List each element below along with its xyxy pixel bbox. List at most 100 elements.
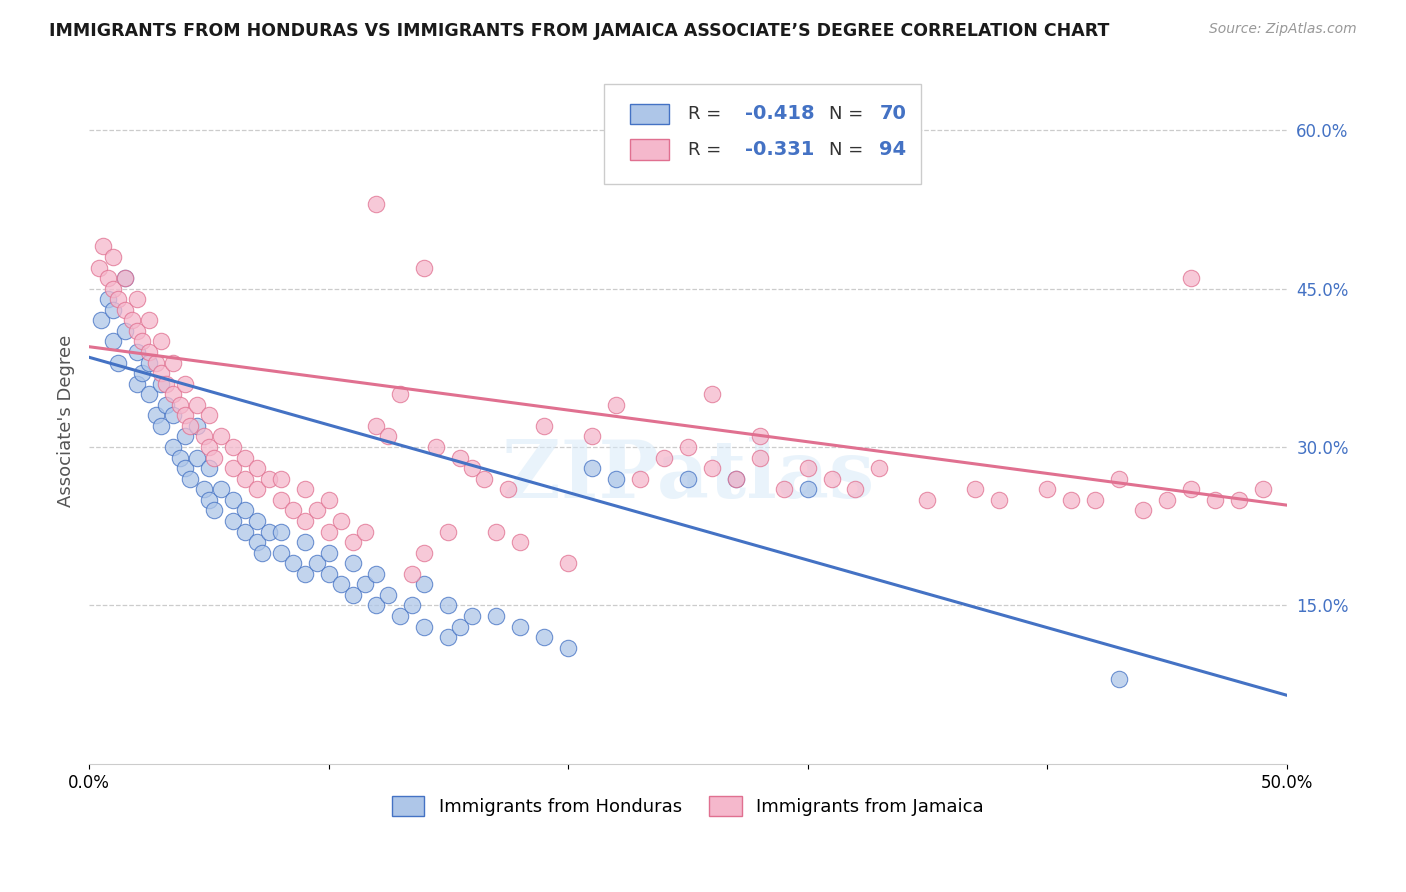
Point [270, 472, 292, 486]
Text: 70: 70 [879, 104, 907, 123]
Point [1180, 271, 1202, 285]
Point [173, 376, 195, 391]
Point [294, 535, 316, 549]
Point [173, 429, 195, 443]
Point [353, 524, 375, 539]
Point [131, 366, 153, 380]
Point [485, 524, 508, 539]
Point [485, 609, 508, 624]
Point [342, 588, 364, 602]
Point [198, 409, 221, 423]
Point [114, 271, 136, 285]
Point [114, 271, 136, 285]
Point [318, 546, 340, 560]
Point [605, 472, 627, 486]
Point [652, 450, 675, 465]
Point [401, 566, 423, 581]
Point [93, 239, 115, 253]
Text: N =: N = [830, 105, 869, 123]
Point [389, 609, 412, 624]
Text: -0.331: -0.331 [745, 140, 814, 159]
Point [820, 472, 842, 486]
Point [401, 599, 423, 613]
Point [917, 492, 939, 507]
Point [186, 418, 208, 433]
Point [246, 461, 269, 475]
Point [222, 514, 245, 528]
Point [138, 387, 160, 401]
Point [353, 577, 375, 591]
Point [557, 556, 579, 570]
Point [377, 429, 399, 443]
Point [437, 630, 460, 644]
Point [155, 398, 177, 412]
Point [581, 461, 603, 475]
Point [965, 483, 987, 497]
Point [533, 418, 555, 433]
Text: IMMIGRANTS FROM HONDURAS VS IMMIGRANTS FROM JAMAICA ASSOCIATE’S DEGREE CORRELATI: IMMIGRANTS FROM HONDURAS VS IMMIGRANTS F… [49, 22, 1109, 40]
Point [413, 260, 436, 275]
Point [329, 514, 352, 528]
FancyBboxPatch shape [605, 85, 921, 184]
Point [1132, 503, 1154, 517]
Point [748, 429, 770, 443]
Point [437, 599, 460, 613]
Point [186, 398, 208, 412]
Point [270, 492, 292, 507]
Point [97, 292, 120, 306]
Point [294, 514, 316, 528]
Point [413, 546, 436, 560]
Point [318, 524, 340, 539]
Text: R =: R = [688, 141, 727, 159]
Point [676, 440, 699, 454]
Point [257, 472, 280, 486]
Point [155, 376, 177, 391]
Point [413, 577, 436, 591]
FancyBboxPatch shape [630, 139, 669, 160]
Point [107, 292, 129, 306]
Point [149, 334, 172, 349]
Point [533, 630, 555, 644]
Text: R =: R = [688, 105, 727, 123]
Text: Source: ZipAtlas.com: Source: ZipAtlas.com [1209, 22, 1357, 37]
Point [198, 461, 221, 475]
Text: ZIPatlas: ZIPatlas [502, 436, 875, 515]
Point [138, 355, 160, 369]
Point [1251, 483, 1274, 497]
Point [318, 492, 340, 507]
Point [186, 450, 208, 465]
Point [281, 503, 304, 517]
Point [179, 418, 201, 433]
Point [233, 450, 256, 465]
Point [1204, 492, 1226, 507]
Point [250, 546, 273, 560]
Point [281, 556, 304, 570]
Point [1084, 492, 1107, 507]
Point [305, 503, 328, 517]
Point [557, 640, 579, 655]
Point [461, 609, 484, 624]
Y-axis label: Associate's Degree: Associate's Degree [58, 334, 75, 507]
Point [198, 440, 221, 454]
Text: 94: 94 [879, 140, 907, 159]
Point [294, 483, 316, 497]
Point [413, 619, 436, 633]
Point [125, 292, 148, 306]
Point [149, 418, 172, 433]
Point [114, 302, 136, 317]
Point [1036, 483, 1059, 497]
Legend: Immigrants from Honduras, Immigrants from Jamaica: Immigrants from Honduras, Immigrants fro… [385, 789, 991, 823]
Point [772, 483, 794, 497]
Point [193, 483, 215, 497]
Point [700, 461, 723, 475]
Point [193, 429, 215, 443]
Point [107, 355, 129, 369]
Point [628, 472, 651, 486]
Point [149, 376, 172, 391]
Point [844, 483, 866, 497]
Point [131, 334, 153, 349]
Point [125, 345, 148, 359]
Point [366, 418, 388, 433]
Point [605, 398, 627, 412]
Point [162, 387, 184, 401]
